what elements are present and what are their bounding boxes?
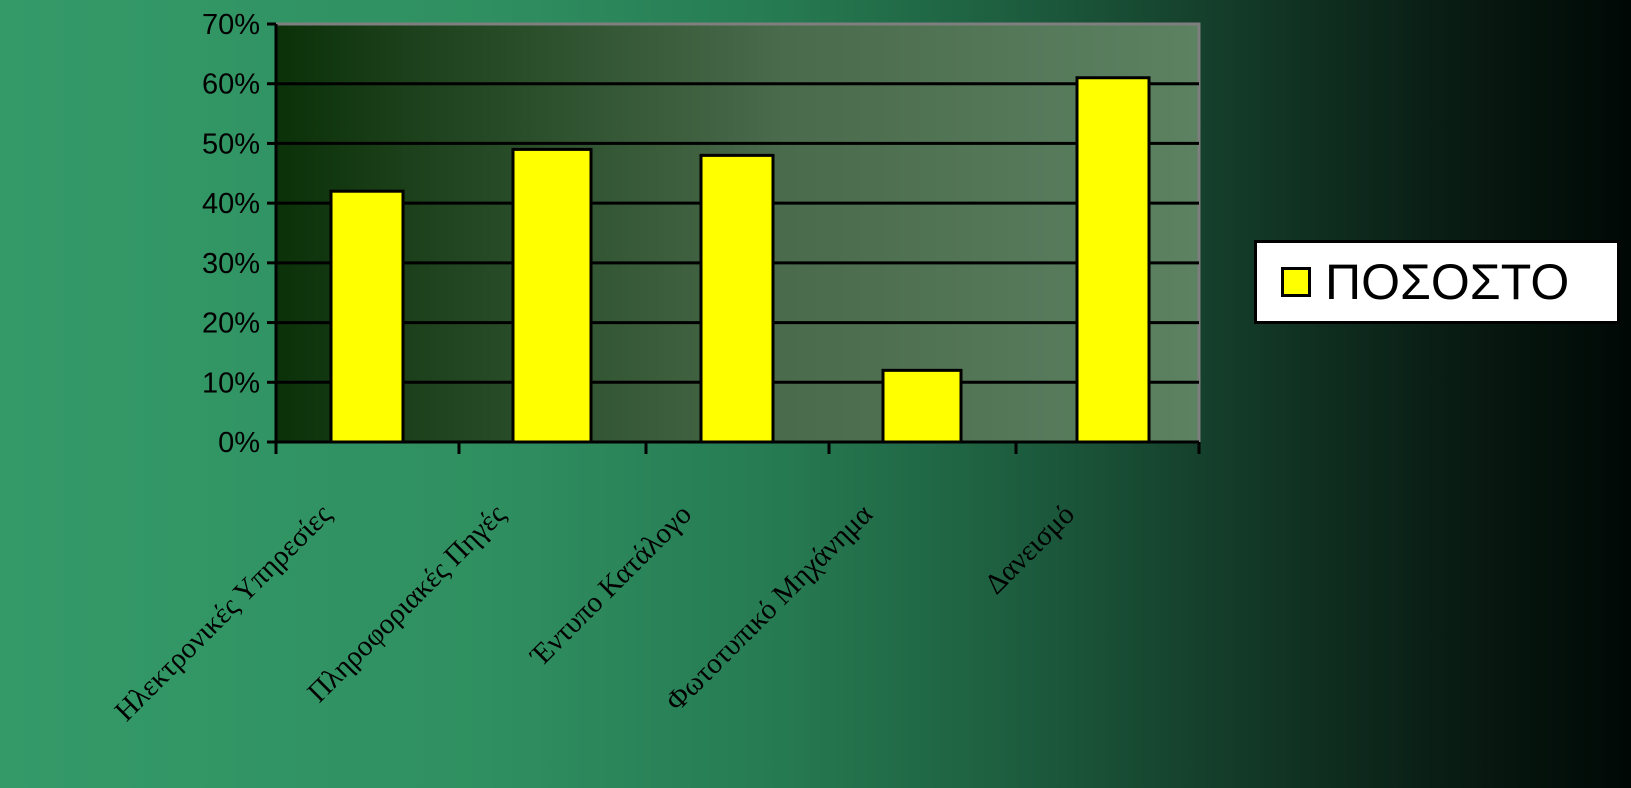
y-tick-label: 0% (218, 427, 260, 459)
bar (881, 368, 963, 444)
bar (699, 153, 775, 444)
bar (511, 147, 593, 444)
x-category-label: Ηλεκτρονικές Υπηρεσίες (109, 498, 339, 728)
x-category-label: Φωτοτυπικό Μηχάνημα (660, 498, 879, 717)
bar (1075, 76, 1151, 444)
y-tick-label: 70% (202, 9, 260, 41)
legend-swatch (1281, 267, 1311, 297)
y-tick-labels: 0% 10% 20% 30% 40% 50% 60% 70% (202, 9, 260, 459)
y-tick-label: 40% (202, 188, 260, 220)
y-tick-label: 20% (202, 308, 260, 340)
bars (329, 76, 1151, 444)
legend: ΠΟΣΟΣΤΟ (1254, 240, 1620, 324)
y-tick-label: 60% (202, 69, 260, 101)
bar (329, 189, 405, 444)
x-category-label: Έντυπο Κατάλογο (523, 498, 698, 673)
y-tick-label: 10% (202, 367, 260, 399)
y-tick-label: 50% (202, 128, 260, 160)
y-tick-label: 30% (202, 248, 260, 280)
x-category-label: Δανεισμό (979, 498, 1081, 600)
axes (267, 22, 1201, 454)
legend-series-label: ΠΟΣΟΣΤΟ (1325, 254, 1570, 310)
gridlines (276, 82, 1199, 384)
x-category-label: Πληροφοριακές Πηγές (301, 498, 512, 709)
